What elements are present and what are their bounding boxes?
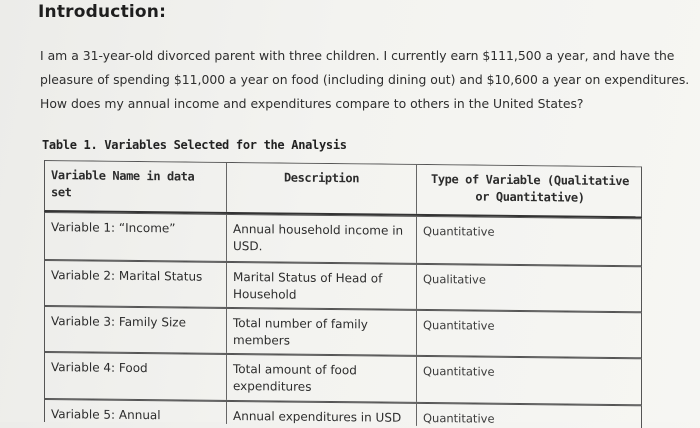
row-type: Quantitative: [416, 216, 643, 266]
table-row: Variable 4: Food Total amount of food ex…: [44, 352, 643, 406]
row-description: Annual household income in USD.: [226, 214, 416, 263]
paragraph-line-1: I am a 31-year-old divorced parent with …: [40, 48, 675, 63]
row-description: Total number of family members: [226, 308, 416, 355]
table-row: Variable 1: “Income” Annual household in…: [44, 212, 643, 267]
row-description: Total amount of food expenditures: [226, 354, 416, 402]
row-variable-name: Variable 4: Food: [51, 360, 148, 376]
intro-paragraph: I am a 31-year-old divorced parent with …: [40, 44, 690, 116]
row-variable-name: Variable 5: Annual: [51, 407, 161, 423]
row-type: Quantitative: [416, 310, 643, 358]
header-type: Type of Variable (Qualitative or Quantit…: [416, 164, 643, 217]
row-variable-name: Variable 3: Family Size: [51, 314, 186, 330]
paragraph-line-3: How does my annual income and expenditur…: [40, 96, 584, 111]
table-row: Variable 3: Family Size Total number of …: [44, 306, 643, 359]
row-variable-name: Variable 1: “Income”: [51, 220, 176, 236]
table-row: Variable 5: Annual Annual expenditures i…: [44, 399, 643, 428]
table-caption: Table 1. Variables Selected for the Anal…: [42, 138, 347, 152]
row-type: Quantitative: [416, 403, 643, 428]
row-type: Qualitative: [416, 264, 643, 312]
row-variable-name: Variable 2: Marital Status: [51, 268, 203, 284]
table-header-row: Variable Name in data set Description Ty…: [44, 160, 643, 219]
row-type: Quantitative: [416, 356, 643, 405]
row-description: Marital Status of Head of Household: [226, 262, 416, 309]
section-heading: Introduction:: [38, 2, 167, 22]
paragraph-line-2: pleasure of spending $11,000 a year on f…: [40, 72, 690, 87]
header-variable-name: Variable Name in data set: [51, 168, 195, 200]
variables-table: Variable Name in data set Description Ty…: [44, 160, 644, 428]
row-description: Annual expenditures in USD: [226, 401, 416, 428]
table-row: Variable 2: Marital Status Marital Statu…: [44, 260, 643, 313]
header-description: Description: [226, 162, 416, 214]
